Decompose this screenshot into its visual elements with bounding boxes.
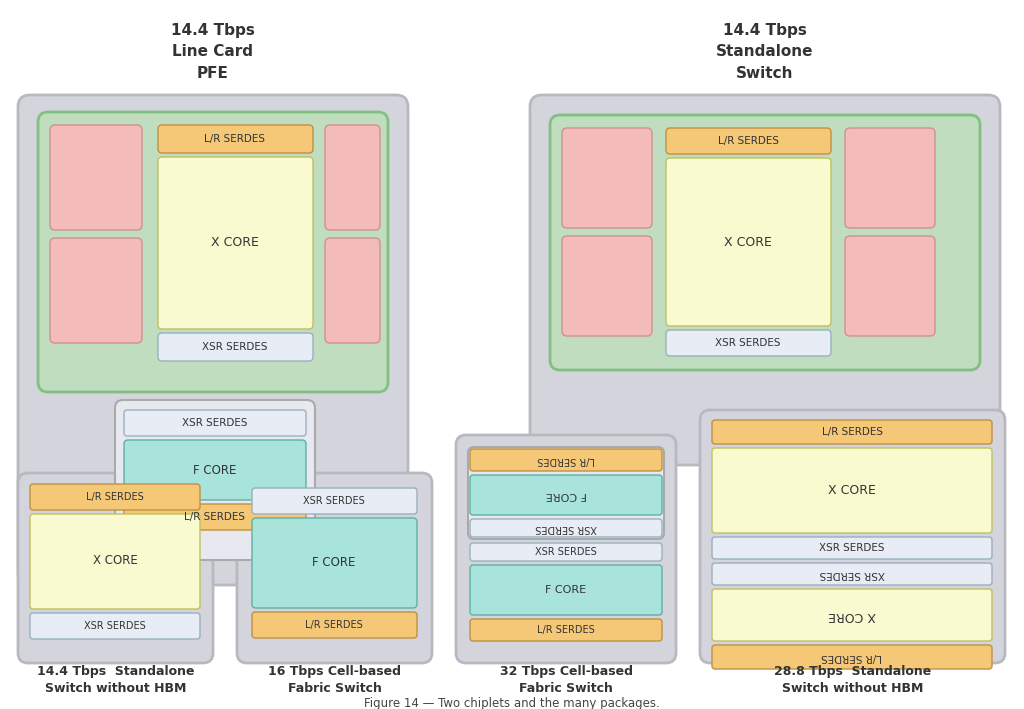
Text: F CORE: F CORE bbox=[194, 464, 237, 476]
Text: XSR SERDES: XSR SERDES bbox=[182, 418, 248, 428]
FancyBboxPatch shape bbox=[18, 95, 408, 585]
Text: L/R SERDES: L/R SERDES bbox=[86, 492, 144, 502]
FancyBboxPatch shape bbox=[712, 645, 992, 669]
FancyBboxPatch shape bbox=[845, 128, 935, 228]
FancyBboxPatch shape bbox=[18, 473, 213, 663]
Text: XSR SERDES: XSR SERDES bbox=[203, 342, 267, 352]
Text: F CORE: F CORE bbox=[312, 557, 355, 569]
Text: Fabric Switch: Fabric Switch bbox=[288, 683, 381, 696]
FancyBboxPatch shape bbox=[325, 238, 380, 343]
FancyBboxPatch shape bbox=[666, 330, 831, 356]
FancyBboxPatch shape bbox=[30, 484, 200, 510]
Text: X CORE: X CORE bbox=[724, 235, 772, 248]
FancyBboxPatch shape bbox=[124, 410, 306, 436]
FancyBboxPatch shape bbox=[712, 589, 992, 641]
FancyBboxPatch shape bbox=[252, 518, 417, 608]
FancyBboxPatch shape bbox=[325, 125, 380, 230]
Text: L/R SERDES: L/R SERDES bbox=[821, 652, 883, 662]
FancyBboxPatch shape bbox=[666, 158, 831, 326]
FancyBboxPatch shape bbox=[252, 612, 417, 638]
FancyBboxPatch shape bbox=[124, 504, 306, 530]
Text: L/R SERDES: L/R SERDES bbox=[305, 620, 362, 630]
Text: F CORE: F CORE bbox=[546, 490, 587, 500]
Text: 16 Tbps Cell-based: 16 Tbps Cell-based bbox=[268, 666, 401, 679]
Text: X CORE: X CORE bbox=[211, 237, 259, 250]
Text: XSR SERDES: XSR SERDES bbox=[536, 547, 597, 557]
FancyBboxPatch shape bbox=[470, 565, 662, 615]
FancyBboxPatch shape bbox=[470, 449, 662, 471]
Text: Fabric Switch: Fabric Switch bbox=[519, 683, 613, 696]
Text: PFE: PFE bbox=[197, 67, 229, 82]
FancyBboxPatch shape bbox=[666, 128, 831, 154]
FancyBboxPatch shape bbox=[456, 435, 676, 663]
FancyBboxPatch shape bbox=[470, 475, 662, 515]
Text: Line Card: Line Card bbox=[172, 45, 254, 60]
FancyBboxPatch shape bbox=[158, 333, 313, 361]
Text: XSR SERDES: XSR SERDES bbox=[819, 569, 885, 579]
FancyBboxPatch shape bbox=[712, 563, 992, 585]
FancyBboxPatch shape bbox=[470, 543, 662, 561]
FancyBboxPatch shape bbox=[158, 125, 313, 153]
Text: Switch: Switch bbox=[736, 67, 794, 82]
FancyBboxPatch shape bbox=[468, 447, 664, 539]
Text: Switch without HBM: Switch without HBM bbox=[781, 683, 924, 696]
Text: L/R SERDES: L/R SERDES bbox=[205, 134, 265, 144]
FancyBboxPatch shape bbox=[562, 128, 652, 228]
FancyBboxPatch shape bbox=[30, 613, 200, 639]
FancyBboxPatch shape bbox=[38, 112, 388, 392]
Text: XSR SERDES: XSR SERDES bbox=[303, 496, 365, 506]
FancyBboxPatch shape bbox=[50, 238, 142, 343]
Text: 32 Tbps Cell-based: 32 Tbps Cell-based bbox=[500, 666, 633, 679]
Text: F CORE: F CORE bbox=[546, 585, 587, 595]
Text: 14.4 Tbps: 14.4 Tbps bbox=[723, 23, 807, 38]
Text: X CORE: X CORE bbox=[92, 554, 137, 567]
Text: XSR SERDES: XSR SERDES bbox=[715, 338, 780, 348]
FancyBboxPatch shape bbox=[530, 95, 1000, 465]
FancyBboxPatch shape bbox=[470, 619, 662, 641]
FancyBboxPatch shape bbox=[712, 420, 992, 444]
Text: Figure 14 — Two chiplets and the many packages.: Figure 14 — Two chiplets and the many pa… bbox=[365, 696, 659, 709]
FancyBboxPatch shape bbox=[700, 410, 1005, 663]
FancyBboxPatch shape bbox=[252, 488, 417, 514]
Text: XSR SERDES: XSR SERDES bbox=[84, 621, 145, 631]
Text: XSR SERDES: XSR SERDES bbox=[536, 523, 597, 533]
FancyBboxPatch shape bbox=[845, 236, 935, 336]
FancyBboxPatch shape bbox=[562, 236, 652, 336]
FancyBboxPatch shape bbox=[124, 440, 306, 500]
FancyBboxPatch shape bbox=[50, 125, 142, 230]
Text: L/R SERDES: L/R SERDES bbox=[821, 427, 883, 437]
FancyBboxPatch shape bbox=[470, 519, 662, 537]
Text: Switch without HBM: Switch without HBM bbox=[45, 683, 186, 696]
Text: X CORE: X CORE bbox=[828, 608, 876, 622]
FancyBboxPatch shape bbox=[550, 115, 980, 370]
Text: Standalone: Standalone bbox=[716, 45, 814, 60]
Text: 14.4 Tbps  Standalone: 14.4 Tbps Standalone bbox=[37, 666, 195, 679]
FancyBboxPatch shape bbox=[712, 448, 992, 533]
FancyBboxPatch shape bbox=[237, 473, 432, 663]
Text: L/R SERDES: L/R SERDES bbox=[538, 625, 595, 635]
Text: L/R SERDES: L/R SERDES bbox=[718, 136, 778, 146]
Text: L/R SERDES: L/R SERDES bbox=[184, 512, 246, 522]
FancyBboxPatch shape bbox=[158, 157, 313, 329]
FancyBboxPatch shape bbox=[30, 514, 200, 609]
Text: L/R SERDES: L/R SERDES bbox=[538, 455, 595, 465]
FancyBboxPatch shape bbox=[115, 400, 315, 560]
Text: 14.4 Tbps: 14.4 Tbps bbox=[171, 23, 255, 38]
FancyBboxPatch shape bbox=[712, 537, 992, 559]
Text: XSR SERDES: XSR SERDES bbox=[819, 543, 885, 553]
Text: X CORE: X CORE bbox=[828, 484, 876, 496]
Text: 28.8 Tbps  Standalone: 28.8 Tbps Standalone bbox=[774, 666, 931, 679]
